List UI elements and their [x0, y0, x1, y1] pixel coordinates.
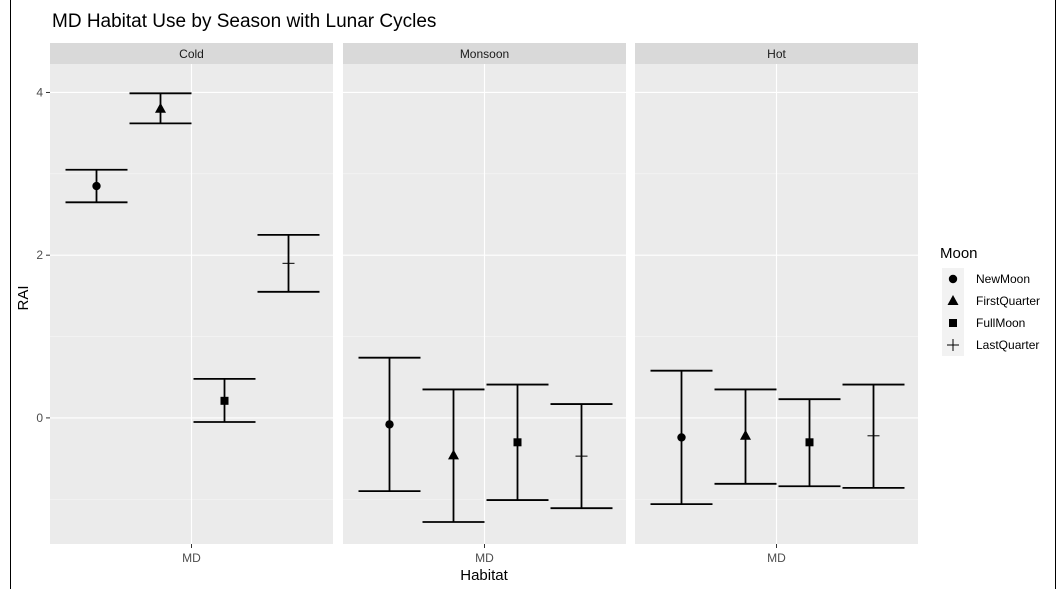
y-tick-label: 4	[36, 85, 43, 99]
errorbar-fullmoon	[193, 377, 256, 423]
errorbar-newmoon	[650, 369, 713, 506]
legend-entry-newmoon: NewMoon	[942, 268, 1030, 290]
errorbar-lastquarter	[550, 403, 613, 510]
marker-plus-3	[282, 257, 295, 270]
x-tick-label: MD	[182, 551, 201, 565]
legend-label: LastQuarter	[976, 338, 1039, 352]
marker-triangle-1	[740, 429, 751, 440]
errorbar-lastquarter	[842, 383, 905, 489]
legend-title: Moon	[940, 245, 978, 262]
errorbar-fullmoon	[778, 398, 841, 488]
marker-square-2	[805, 438, 814, 447]
marker-circle-0	[92, 181, 101, 191]
chart-title: MD Habitat Use by Season with Lunar Cycl…	[52, 11, 436, 32]
marker-circle-0	[385, 420, 394, 429]
y-tick-label: 0	[36, 411, 43, 425]
marker-circle-0	[677, 433, 686, 442]
errorbar-lastquarter	[257, 233, 320, 293]
strip-hot	[635, 43, 918, 64]
strip-label: Hot	[767, 47, 786, 61]
legend-entry-fullmoon: FullMoon	[942, 312, 1025, 334]
x-tick-label: MD	[767, 551, 786, 565]
marker-plus-3	[867, 429, 880, 442]
strip-label: Monsoon	[460, 47, 509, 61]
y-tick-label: 2	[36, 248, 43, 262]
panel-cold: Cold MD	[50, 43, 333, 565]
errorbar-newmoon	[358, 356, 421, 493]
strip-label: Cold	[179, 47, 204, 61]
legend-entry-firstquarter: FirstQuarter	[942, 290, 1040, 312]
y-axis-title: RAI	[15, 285, 32, 310]
errorbar-firstquarter	[129, 92, 192, 125]
marker-circle-0	[948, 274, 958, 284]
marker-plus-3	[947, 339, 959, 351]
legend-label: FirstQuarter	[976, 294, 1040, 308]
marker-triangle-1	[155, 102, 166, 113]
legend-label: NewMoon	[976, 272, 1030, 286]
panel-hot: Hot MD	[635, 43, 918, 565]
marker-triangle-1	[448, 449, 459, 460]
marker-plus-3	[575, 450, 588, 463]
x-axis-title: Habitat	[460, 567, 508, 584]
errorbar-firstquarter	[714, 388, 777, 485]
errorbar-newmoon	[65, 168, 128, 204]
strip-monsoon	[343, 43, 626, 64]
x-tick-label: MD	[475, 551, 494, 565]
errorbar-firstquarter	[422, 388, 485, 523]
panel-monsoon: Monsoon MD	[343, 43, 626, 565]
marker-square-2	[949, 319, 957, 327]
errorbar-fullmoon	[486, 383, 549, 501]
y-axis: 0 2 4	[36, 85, 50, 425]
legend-entry-lastquarter: LastQuarter	[942, 334, 1039, 356]
legend: Moon NewMoon FirstQuarter FullMoon LastQuar…	[940, 245, 1040, 356]
legend-label: FullMoon	[976, 316, 1025, 330]
marker-square-2	[513, 438, 522, 447]
strip-cold	[50, 43, 333, 64]
figure-frame	[10, 0, 1056, 589]
facet-panels: Cold MD Monsoon MD Hot MD	[50, 43, 918, 565]
marker-triangle-1	[947, 295, 959, 305]
marker-square-2	[220, 396, 229, 405]
